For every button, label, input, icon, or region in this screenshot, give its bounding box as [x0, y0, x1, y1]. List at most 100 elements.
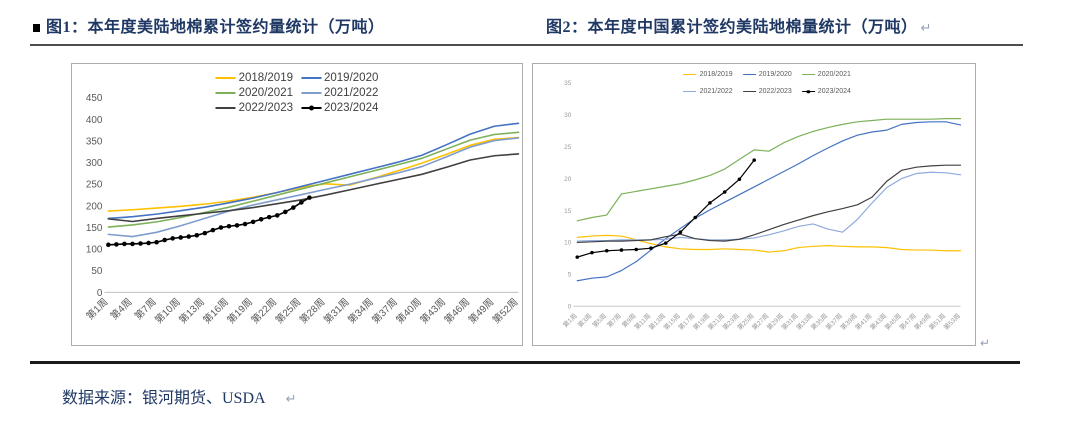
y-tick-label: 20 [564, 176, 572, 183]
chart-figure1: 2018/2019 2019/2020 2020/2021 2021/2022 2022… [71, 63, 523, 346]
divider-bottom [30, 361, 1020, 364]
x-tick-label: 第40周 [393, 295, 424, 326]
series-marker-2023/2024 [590, 250, 594, 255]
series-marker-2023/2024 [291, 205, 296, 210]
legend-swatch-icon [215, 77, 236, 79]
series-marker-2023/2024 [634, 247, 639, 252]
figure1-title-text: 图1：本年度美陆地棉累计签约量统计（万吨） [46, 19, 385, 36]
y-tick-label: 350 [86, 136, 103, 147]
y-tick-label: 200 [86, 201, 103, 212]
x-tick-label: 第31周 [321, 295, 352, 326]
series-marker-2023/2024 [604, 248, 609, 253]
series-marker-2023/2024 [282, 209, 288, 215]
x-tick-label: 第4周 [107, 295, 134, 322]
legend-label: 2019/2020 [324, 72, 379, 84]
legend-item-2019/2020: 2019/2020 [742, 71, 792, 78]
series-marker-2023/2024 [194, 232, 200, 238]
y-tick-label: 0 [97, 288, 103, 299]
legend-swatch-icon [801, 89, 815, 94]
series-marker-2023/2024 [708, 201, 712, 205]
series-marker-2023/2024 [737, 177, 742, 182]
series-marker-2023/2024 [258, 217, 264, 222]
legend-label: 2018/2019 [238, 72, 293, 84]
legend-item-2020/2021: 2020/2021 [215, 87, 293, 99]
y-tick-label: 25 [564, 144, 572, 151]
series-marker-2023/2024 [274, 213, 280, 218]
legend-label: 2018/2019 [699, 71, 733, 78]
x-tick-label: 第43周 [417, 295, 448, 326]
series-marker-2023/2024 [619, 248, 624, 252]
paragraph-mark-icon: ↵ [285, 391, 297, 406]
y-tick-label: 30 [564, 112, 572, 119]
data-source-text: 数据来源：银河期货、USDA [62, 390, 266, 407]
series-marker-2023/2024 [130, 241, 135, 247]
series-marker-2023/2024 [178, 235, 184, 240]
series-marker-2023/2024 [138, 241, 143, 246]
series-marker-2023/2024 [307, 195, 312, 200]
x-tick-label: 第46周 [441, 295, 472, 326]
data-source-note: 数据来源：银河期货、USDA ↵ [62, 384, 296, 408]
figure1-title: 图1：本年度美陆地棉累计签约量统计（万吨） [46, 13, 385, 37]
legend-swatch-icon [683, 90, 697, 93]
legend-item-2019/2020: 2019/2020 [301, 72, 378, 84]
x-tick-label: 第53周 [941, 311, 962, 332]
x-tick-label: 第49周 [465, 295, 496, 326]
series-marker-2023/2024 [226, 223, 232, 229]
paragraph-mark-icon: ↵ [920, 20, 932, 35]
y-tick-label: 300 [86, 158, 103, 169]
legend-swatch-icon [742, 90, 756, 93]
legend-swatch-icon [301, 77, 321, 79]
series-marker-2023/2024 [266, 214, 272, 220]
legend-item-2020/2021: 2020/2021 [801, 71, 851, 78]
x-tick-label: 第19周 [224, 295, 255, 326]
x-tick-label: 第1周 [83, 295, 110, 322]
series-marker-2023/2024 [752, 158, 756, 162]
series-marker-2023/2024 [122, 241, 127, 247]
x-tick-label: 第5周 [590, 311, 608, 329]
series-line-2019/2020 [107, 122, 520, 220]
series-line-2022/2023 [107, 153, 520, 223]
x-tick-label: 第25周 [272, 295, 303, 326]
legend-item-2022/2023: 2022/2023 [215, 102, 293, 114]
series-marker-2023/2024 [154, 239, 159, 245]
series-marker-2023/2024 [693, 215, 698, 220]
legend-swatch-icon [301, 92, 321, 94]
x-tick-label: 第28周 [297, 295, 328, 326]
chart-figure2: 2018/2019 2019/2020 2020/2021 2021/2022 2022… [532, 63, 976, 346]
series-marker-2023/2024 [218, 225, 224, 230]
legend-item-2023/2024: 2023/2024 [801, 88, 851, 95]
legend-swatch-icon [215, 107, 236, 109]
x-tick-label: 第52周 [490, 295, 521, 326]
legend-swatch-icon [301, 105, 321, 111]
legend-label: 2022/2023 [238, 102, 293, 114]
y-tick-label: 0 [568, 304, 572, 311]
y-tick-label: 5 [568, 272, 572, 279]
series-marker-2023/2024 [210, 227, 216, 233]
legend-swatch-icon [742, 73, 756, 76]
series-marker-2023/2024 [114, 242, 119, 247]
x-tick-label: 第22周 [248, 295, 279, 326]
series-marker-2023/2024 [722, 190, 727, 194]
y-tick-label: 150 [86, 223, 103, 234]
series-marker-2023/2024 [162, 237, 167, 243]
y-tick-label: 10 [564, 240, 572, 247]
series-marker-2023/2024 [678, 230, 683, 234]
legend-swatch-icon [215, 92, 236, 94]
y-tick-label: 15 [564, 208, 572, 215]
series-line-2021/2022 [107, 137, 520, 238]
y-tick-label: 100 [86, 245, 103, 256]
divider-top [30, 44, 1023, 46]
legend-item-2021/2022: 2021/2022 [683, 88, 733, 95]
series-marker-2023/2024 [242, 221, 248, 227]
chart2-legend: 2018/2019 2019/2020 2020/2021 2021/2022 2022… [663, 71, 871, 95]
legend-item-2018/2019: 2018/2019 [683, 71, 733, 78]
series-line-2020/2021 [107, 131, 520, 228]
chart1-plot: 050100150200250300350400450第1周第4周第7周第10周… [83, 93, 521, 326]
series-marker-2023/2024 [146, 240, 151, 246]
series-marker-2023/2024 [663, 241, 668, 245]
y-tick-label: 35 [564, 80, 572, 87]
x-tick-label: 第1周 [561, 311, 579, 329]
x-tick-label: 第34周 [345, 295, 376, 326]
legend-label: 2023/2024 [324, 102, 379, 114]
y-tick-label: 400 [86, 115, 103, 126]
